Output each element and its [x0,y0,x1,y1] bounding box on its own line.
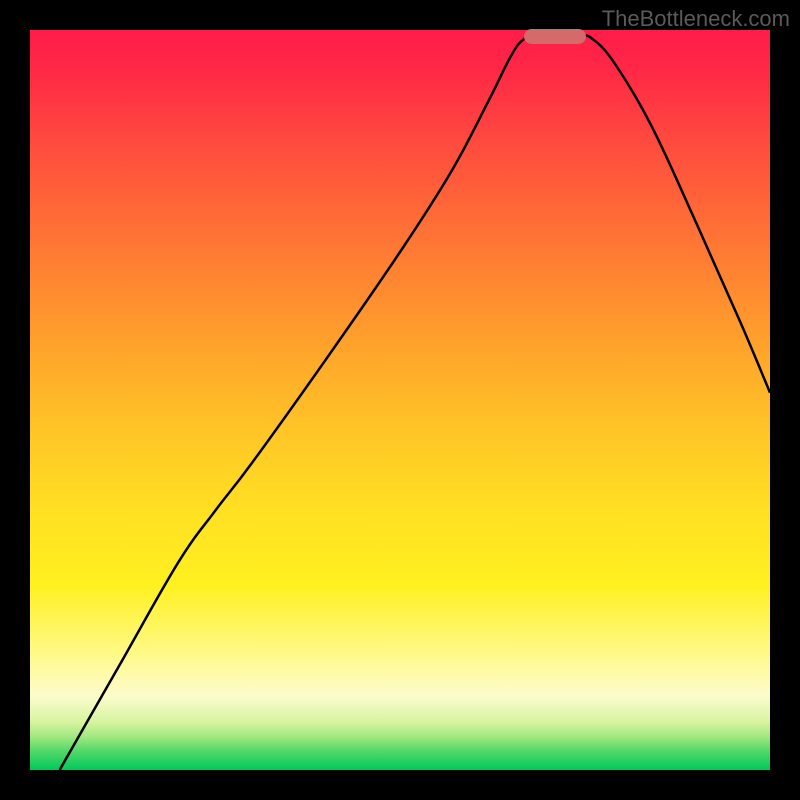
chart-plot-area [30,30,770,770]
bottleneck-curve [30,30,770,770]
watermark-text: TheBottleneck.com [602,6,790,32]
optimal-marker [524,29,586,44]
